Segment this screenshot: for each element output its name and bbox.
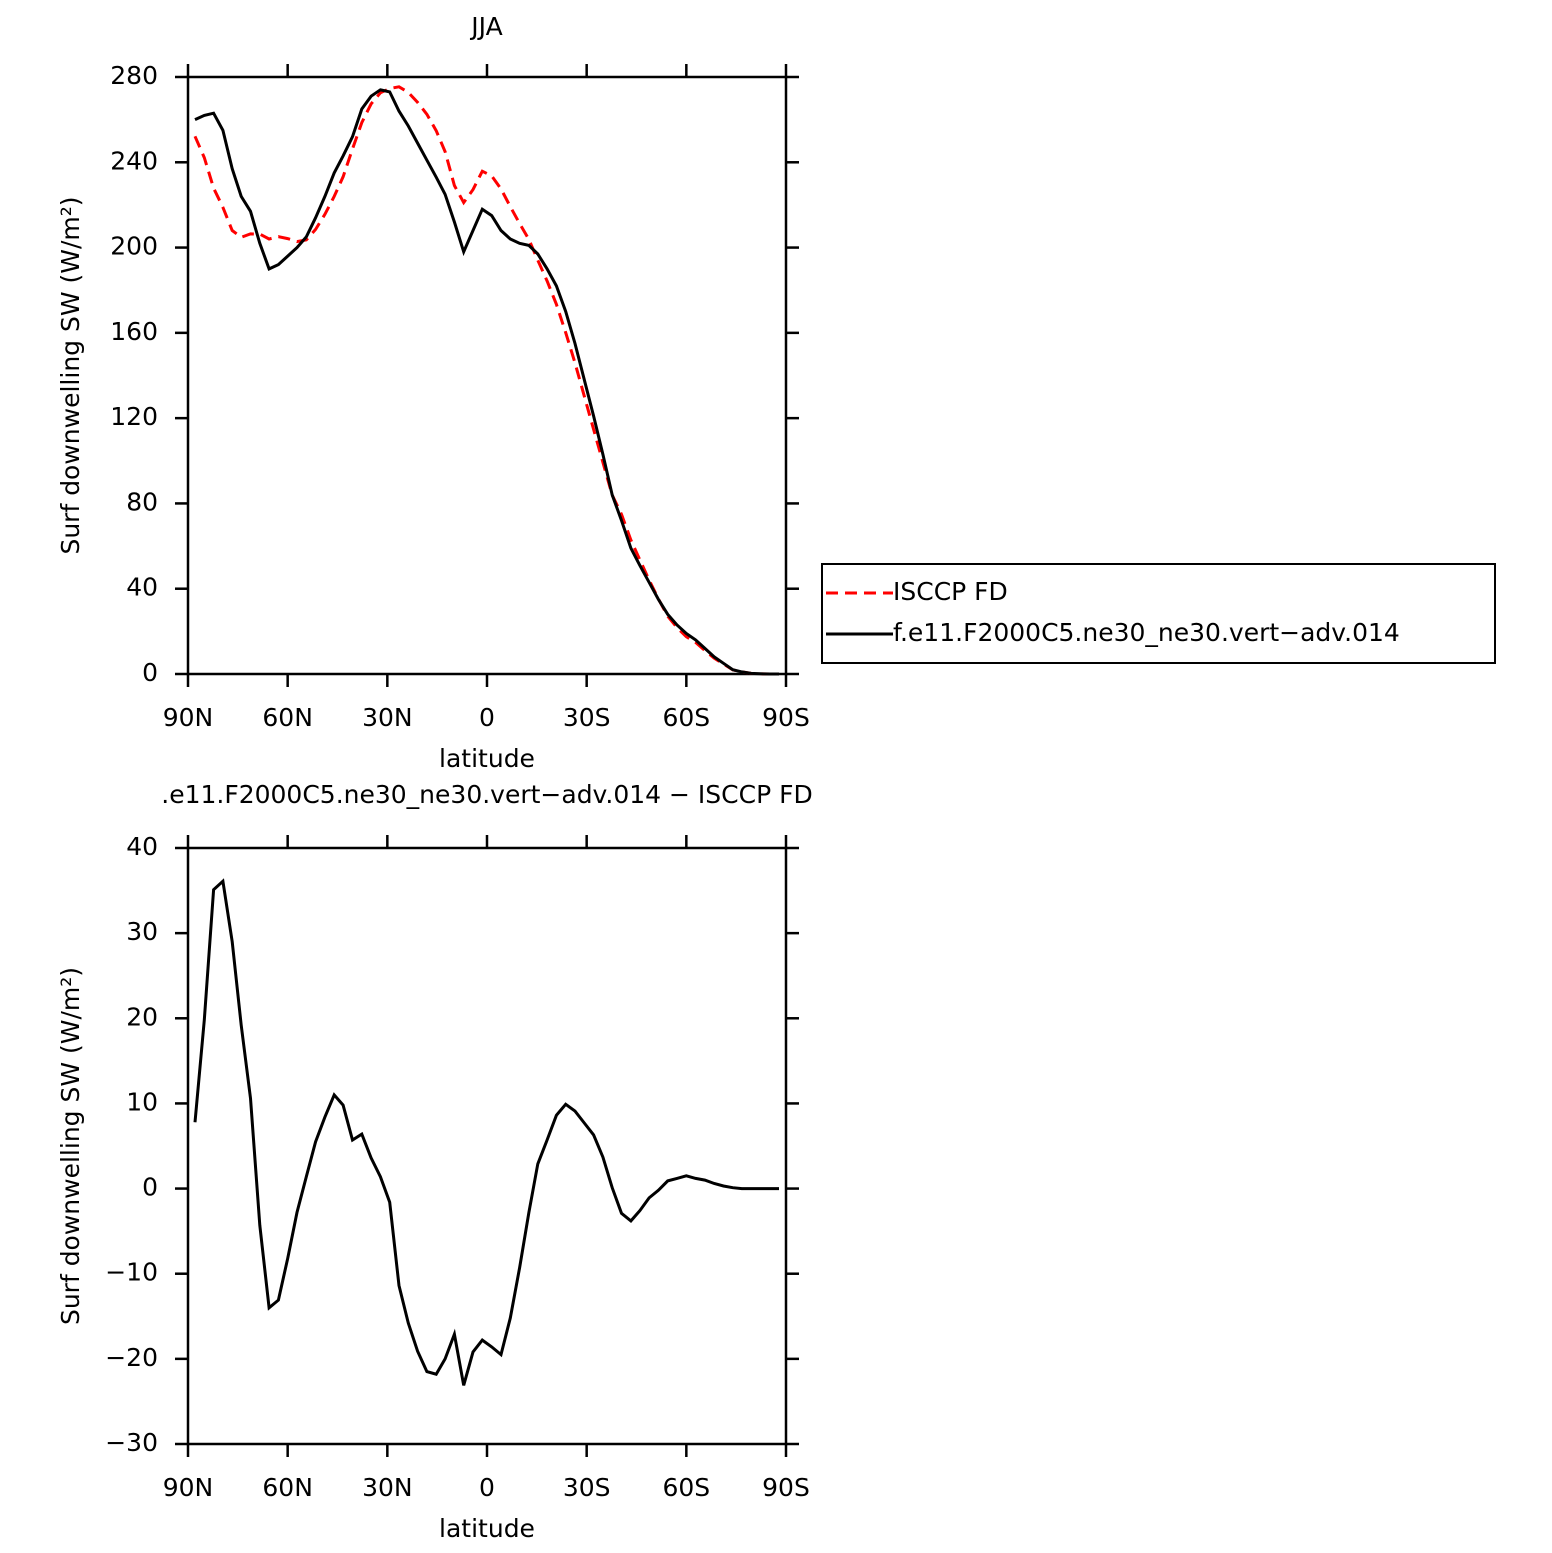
data-line [193,85,779,676]
x-tick-label: 60N [262,1473,313,1502]
x-tick-label: 30N [362,703,413,732]
data-line [194,88,779,676]
x-tick-label: 60S [662,1473,710,1502]
y-tick-label: 120 [110,402,158,431]
y-axis-label: Surf downwelling SW (W/m²) [56,967,85,1325]
y-tick-label: 200 [110,232,158,261]
data-line [193,878,779,1386]
y-tick-label: −10 [105,1258,158,1287]
y-tick-label: −20 [105,1343,158,1372]
y-tick-label: 30 [126,917,158,946]
x-tick-label: 30S [563,703,611,732]
y-tick-label: 40 [126,573,158,602]
y-tick-label: 20 [126,1002,158,1031]
x-axis-label: latitude [439,1514,535,1543]
plot-frame [186,846,788,1446]
x-tick-label: 30N [362,1473,413,1502]
x-tick-label: 90S [762,703,810,732]
x-axis-label: latitude [439,744,535,773]
x-tick-label: 30S [563,1473,611,1502]
x-tick-label: 60N [262,703,313,732]
y-tick-label: 280 [110,61,158,90]
y-tick-label: 160 [110,317,158,346]
y-tick-label: 40 [126,832,158,861]
x-tick-label: 90N [163,703,214,732]
plot-frame [186,75,788,676]
y-tick-label: 0 [142,658,158,687]
chart-title: .e11.F2000C5.ne30_ne30.vert−adv.014 − IS… [161,780,812,809]
y-tick-label: 10 [126,1087,158,1116]
legend-label: f.e11.F2000C5.ne30_ne30.vert−adv.014 [893,618,1400,647]
legend-box [821,563,1496,664]
y-tick-label: 80 [126,487,158,516]
y-tick-label: 0 [142,1173,158,1202]
y-tick-label: −30 [105,1428,158,1457]
x-tick-label: 0 [479,703,495,732]
x-tick-label: 90N [163,1473,214,1502]
legend-label: ISCCP FD [893,577,1008,606]
y-axis-label: Surf downwelling SW (W/m²) [56,196,85,554]
x-tick-label: 0 [479,1473,495,1502]
x-tick-label: 60S [662,703,710,732]
chart-title: JJA [469,12,502,41]
x-tick-label: 90S [762,1473,810,1502]
y-tick-label: 240 [110,146,158,175]
